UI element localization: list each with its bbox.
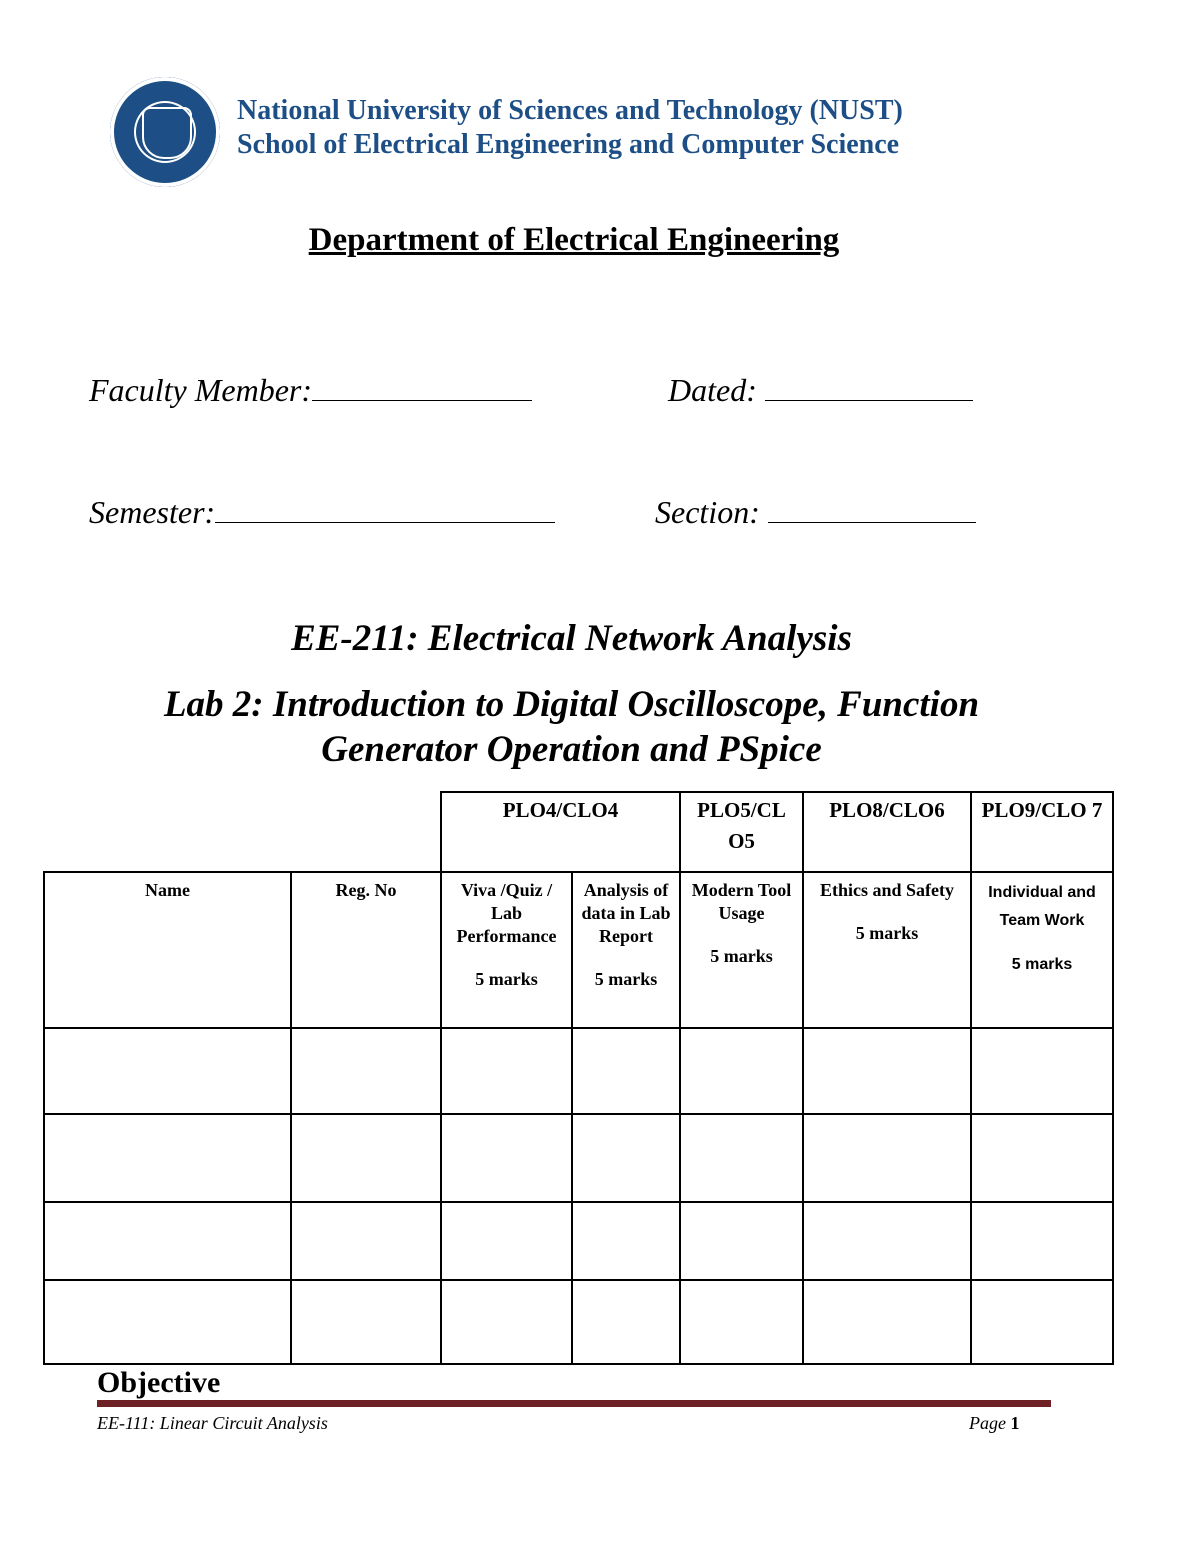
score-cell[interactable]	[440, 1113, 573, 1203]
section-label: Section:	[655, 494, 760, 530]
score-cell[interactable]	[802, 1201, 972, 1281]
score-cell[interactable]	[802, 1279, 972, 1365]
empty-cell	[44, 792, 291, 872]
column-header-name: Name	[43, 871, 292, 1029]
score-cell[interactable]	[571, 1113, 681, 1203]
table-row	[43, 1113, 1114, 1203]
semester-field: Semester:	[89, 494, 556, 531]
score-cell[interactable]	[970, 1027, 1114, 1115]
plo-header: PLO9/CLO 7	[970, 791, 1114, 873]
dated-label: Dated:	[668, 372, 757, 408]
semester-blank[interactable]	[215, 496, 556, 523]
empty-cell	[291, 792, 441, 872]
course-title: EE-211: Electrical Network Analysis	[291, 618, 852, 659]
reg-cell[interactable]	[290, 1201, 442, 1281]
score-cell[interactable]	[970, 1113, 1114, 1203]
name-cell[interactable]	[43, 1201, 292, 1281]
score-cell[interactable]	[440, 1027, 573, 1115]
reg-cell[interactable]	[290, 1027, 442, 1115]
header-label: Reg. No	[335, 880, 397, 900]
header-label: Name	[145, 880, 190, 900]
marks-label: 5 marks	[594, 969, 658, 989]
name-cell[interactable]	[43, 1113, 292, 1203]
score-cell[interactable]	[679, 1113, 804, 1203]
header-label: Analysis of data in Lab Report	[581, 880, 671, 946]
page-label: Page	[969, 1413, 1006, 1433]
lab-title-line-2: Generator Operation and PSpice	[321, 729, 822, 770]
header-label: Modern Tool Usage	[691, 880, 792, 923]
score-cell[interactable]	[440, 1201, 573, 1281]
score-cell[interactable]	[571, 1279, 681, 1365]
score-cell[interactable]	[571, 1027, 681, 1115]
score-cell[interactable]	[679, 1279, 804, 1365]
faculty-label: Faculty Member:	[89, 372, 313, 408]
semester-label: Semester:	[89, 494, 216, 530]
score-cell[interactable]	[802, 1027, 972, 1115]
marks-label: 5 marks	[1011, 956, 1073, 973]
score-cell[interactable]	[679, 1027, 804, 1115]
header-label: Individual and Team Work	[988, 884, 1096, 929]
column-header-teamwork: Individual and Team Work 5 marks	[970, 871, 1114, 1029]
column-header-modern-tool: Modern Tool Usage 5 marks	[679, 871, 804, 1029]
reg-cell[interactable]	[290, 1113, 442, 1203]
objective-heading: Objective	[97, 1366, 221, 1399]
assessment-table: PLO4/CLO4 PLO5/CL O5 PLO8/CLO6 PLO9/CLO …	[43, 791, 1114, 1365]
column-header-analysis: Analysis of data in Lab Report 5 marks	[571, 871, 681, 1029]
table-row	[43, 1279, 1114, 1365]
reg-cell[interactable]	[290, 1279, 442, 1365]
header-label: Viva /Quiz / Lab Performance	[456, 880, 557, 946]
marks-label: 5 marks	[710, 946, 773, 966]
lab-title-line-1: Lab 2: Introduction to Digital Oscillosc…	[163, 684, 980, 725]
marks-label: 5 marks	[475, 969, 538, 989]
column-header-viva: Viva /Quiz / Lab Performance 5 marks	[440, 871, 573, 1029]
section-field: Section:	[655, 494, 976, 531]
plo-header: PLO8/CLO6	[802, 791, 972, 873]
dated-field: Dated:	[668, 372, 973, 409]
footer-rule	[97, 1400, 1051, 1407]
institution-header: National University of Sciences and Tech…	[237, 94, 903, 162]
school-name: School of Electrical Engineering and Com…	[237, 129, 900, 160]
score-cell[interactable]	[970, 1201, 1114, 1281]
header-label: Ethics and Safety	[819, 880, 954, 900]
footer-page: Page 1	[969, 1413, 1019, 1434]
name-cell[interactable]	[43, 1027, 292, 1115]
university-name: National University of Sciences and Tech…	[237, 95, 903, 126]
page-number: 1	[1010, 1413, 1020, 1433]
table-row	[43, 1201, 1114, 1281]
table-row	[43, 1027, 1114, 1115]
dated-blank[interactable]	[764, 374, 973, 401]
score-cell[interactable]	[440, 1279, 573, 1365]
footer-course: EE-111: Linear Circuit Analysis	[97, 1413, 328, 1433]
faculty-blank[interactable]	[312, 374, 533, 401]
faculty-field: Faculty Member:	[89, 372, 533, 409]
score-cell[interactable]	[802, 1113, 972, 1203]
score-cell[interactable]	[679, 1201, 804, 1281]
column-header-reg-no: Reg. No	[290, 871, 442, 1029]
marks-label: 5 marks	[855, 923, 919, 943]
nust-logo	[110, 77, 220, 187]
section-blank[interactable]	[767, 496, 976, 523]
name-cell[interactable]	[43, 1279, 292, 1365]
department-title: Department of Electrical Engineering	[308, 222, 840, 258]
column-header-ethics: Ethics and Safety 5 marks	[802, 871, 972, 1029]
score-cell[interactable]	[571, 1201, 681, 1281]
score-cell[interactable]	[970, 1279, 1114, 1365]
plo-header: PLO5/CL O5	[679, 791, 804, 873]
plo-header: PLO4/CLO4	[440, 791, 681, 873]
